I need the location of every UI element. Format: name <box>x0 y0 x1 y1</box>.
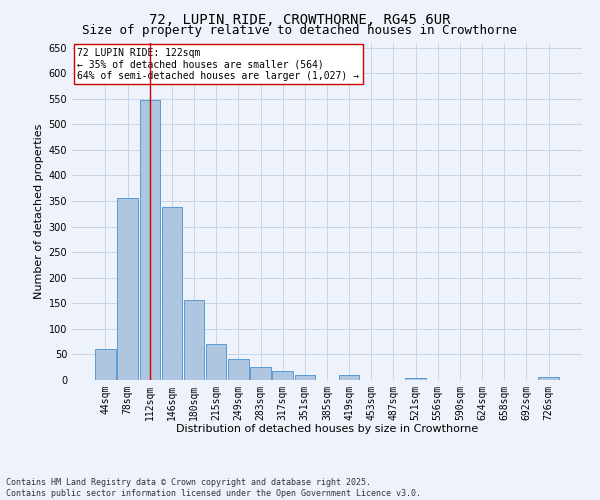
Bar <box>161 207 182 380</box>
Bar <box>250 367 271 380</box>
Bar <box>118 198 138 380</box>
Bar <box>140 100 160 380</box>
Bar <box>228 358 248 380</box>
Bar <box>184 300 204 380</box>
Bar <box>538 378 559 380</box>
Text: 72, LUPIN RIDE, CROWTHORNE, RG45 6UR: 72, LUPIN RIDE, CROWTHORNE, RG45 6UR <box>149 12 451 26</box>
Bar <box>339 376 359 380</box>
Bar <box>95 350 116 380</box>
Bar <box>295 375 315 380</box>
Y-axis label: Number of detached properties: Number of detached properties <box>34 124 44 299</box>
Bar <box>272 372 293 380</box>
Text: Size of property relative to detached houses in Crowthorne: Size of property relative to detached ho… <box>83 24 517 37</box>
Text: 72 LUPIN RIDE: 122sqm
← 35% of detached houses are smaller (564)
64% of semi-det: 72 LUPIN RIDE: 122sqm ← 35% of detached … <box>77 48 359 81</box>
Bar <box>406 378 426 380</box>
Bar <box>206 344 226 380</box>
X-axis label: Distribution of detached houses by size in Crowthorne: Distribution of detached houses by size … <box>176 424 478 434</box>
Text: Contains HM Land Registry data © Crown copyright and database right 2025.
Contai: Contains HM Land Registry data © Crown c… <box>6 478 421 498</box>
